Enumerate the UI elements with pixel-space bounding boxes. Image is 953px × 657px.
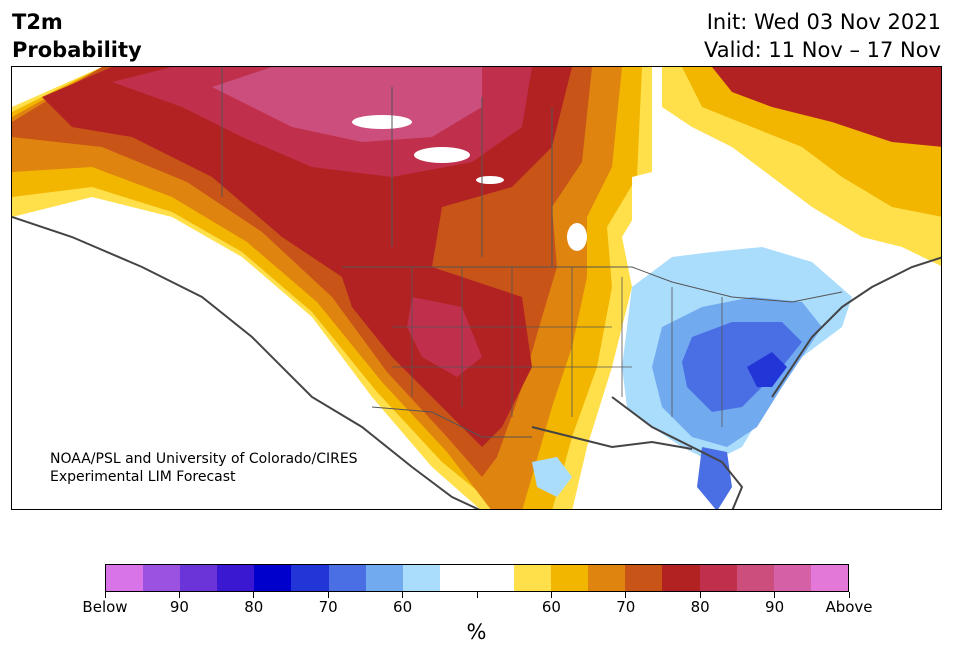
warm-sw-pocket <box>407 297 482 377</box>
colorbar <box>105 564 849 592</box>
colorbar-segment <box>291 565 329 591</box>
credit-line-2: Experimental LIM Forecast <box>50 469 236 485</box>
credit-line-1: NOAA/PSL and University of Colorado/CIRE… <box>50 451 358 467</box>
colorbar-tick <box>178 592 180 598</box>
colorbar-tick-label: 70 <box>616 598 636 616</box>
colorbar-segment <box>476 565 515 591</box>
lake-2 <box>414 147 470 163</box>
valid-date: Valid: 11 Nov – 17 Nov <box>704 38 941 62</box>
cool-region-75 <box>747 352 787 387</box>
lake-1 <box>352 115 412 129</box>
colorbar-segment <box>217 565 255 591</box>
colorbar-segment <box>439 565 477 591</box>
colorbar-segment <box>514 565 552 591</box>
colorbar-tick-label: Below <box>82 598 128 616</box>
colorbar-tick <box>402 592 404 598</box>
colorbar-segment <box>810 565 848 591</box>
colorbar-tick <box>848 592 850 598</box>
colorbar-segment <box>551 565 589 591</box>
colorbar-tick <box>699 592 701 598</box>
colorbar-ticks <box>104 592 850 600</box>
colorbar-tick <box>327 592 329 598</box>
map-credit: NOAA/PSL and University of Colorado/CIRE… <box>50 450 358 486</box>
colorbar-segment <box>773 565 811 591</box>
colorbar-tick <box>550 592 552 598</box>
colorbar-segment <box>254 565 292 591</box>
colorbar-tick-label: 80 <box>690 598 710 616</box>
colorbar-segment <box>699 565 737 591</box>
colorbar-segment <box>365 565 403 591</box>
colorbar-tick <box>253 592 255 598</box>
province-lines <box>221 67 553 267</box>
init-date: Init: Wed 03 Nov 2021 <box>706 10 941 34</box>
us-mexico-border <box>371 406 532 438</box>
canada-us-border <box>342 266 843 303</box>
colorbar-tick-label: 90 <box>765 598 785 616</box>
colorbar-segment <box>402 565 440 591</box>
title-line-2: Probability <box>12 38 142 62</box>
colorbar-segment <box>662 565 700 591</box>
colorbar-segment <box>143 565 181 591</box>
colorbar-segment <box>180 565 218 591</box>
colorbar-tick-label: 70 <box>318 598 338 616</box>
probability-map <box>12 67 941 509</box>
coastline-east <box>611 256 941 509</box>
colorbar-tick-label: 80 <box>244 598 264 616</box>
colorbar-tick <box>476 592 478 598</box>
colorbar-tick-label: 90 <box>169 598 189 616</box>
coastline-west <box>12 216 481 509</box>
state-lines <box>392 267 723 427</box>
colorbar-tick <box>774 592 776 598</box>
warm-region-90 <box>212 67 482 142</box>
map-panel: NOAA/PSL and University of Colorado/CIRE… <box>11 66 942 510</box>
map-title: T2m Probability <box>12 8 142 64</box>
warm-ne-canada-3 <box>712 67 941 147</box>
hudson-bay-gap <box>632 162 732 257</box>
cool-gulf <box>532 457 572 497</box>
colorbar-tick-label: 60 <box>393 598 413 616</box>
colorbar-unit: % <box>466 620 487 644</box>
colorbar-tick-label: 60 <box>541 598 561 616</box>
colorbar-tick-label: Above <box>825 598 873 616</box>
title-line-1: T2m <box>12 10 63 34</box>
colorbar-segment <box>328 565 366 591</box>
cool-region-70 <box>682 322 802 412</box>
lake-3 <box>476 176 504 184</box>
lake-4 <box>567 223 587 251</box>
colorbar-segment <box>625 565 663 591</box>
colorbar-tick <box>104 592 106 598</box>
colorbar-segment <box>736 565 774 591</box>
colorbar-tick <box>625 592 627 598</box>
colorbar-segment <box>588 565 626 591</box>
coastline-gulf <box>531 426 693 450</box>
colorbar-segment <box>106 565 144 591</box>
forecast-dates: Init: Wed 03 Nov 2021 Valid: 11 Nov – 17… <box>704 8 941 64</box>
